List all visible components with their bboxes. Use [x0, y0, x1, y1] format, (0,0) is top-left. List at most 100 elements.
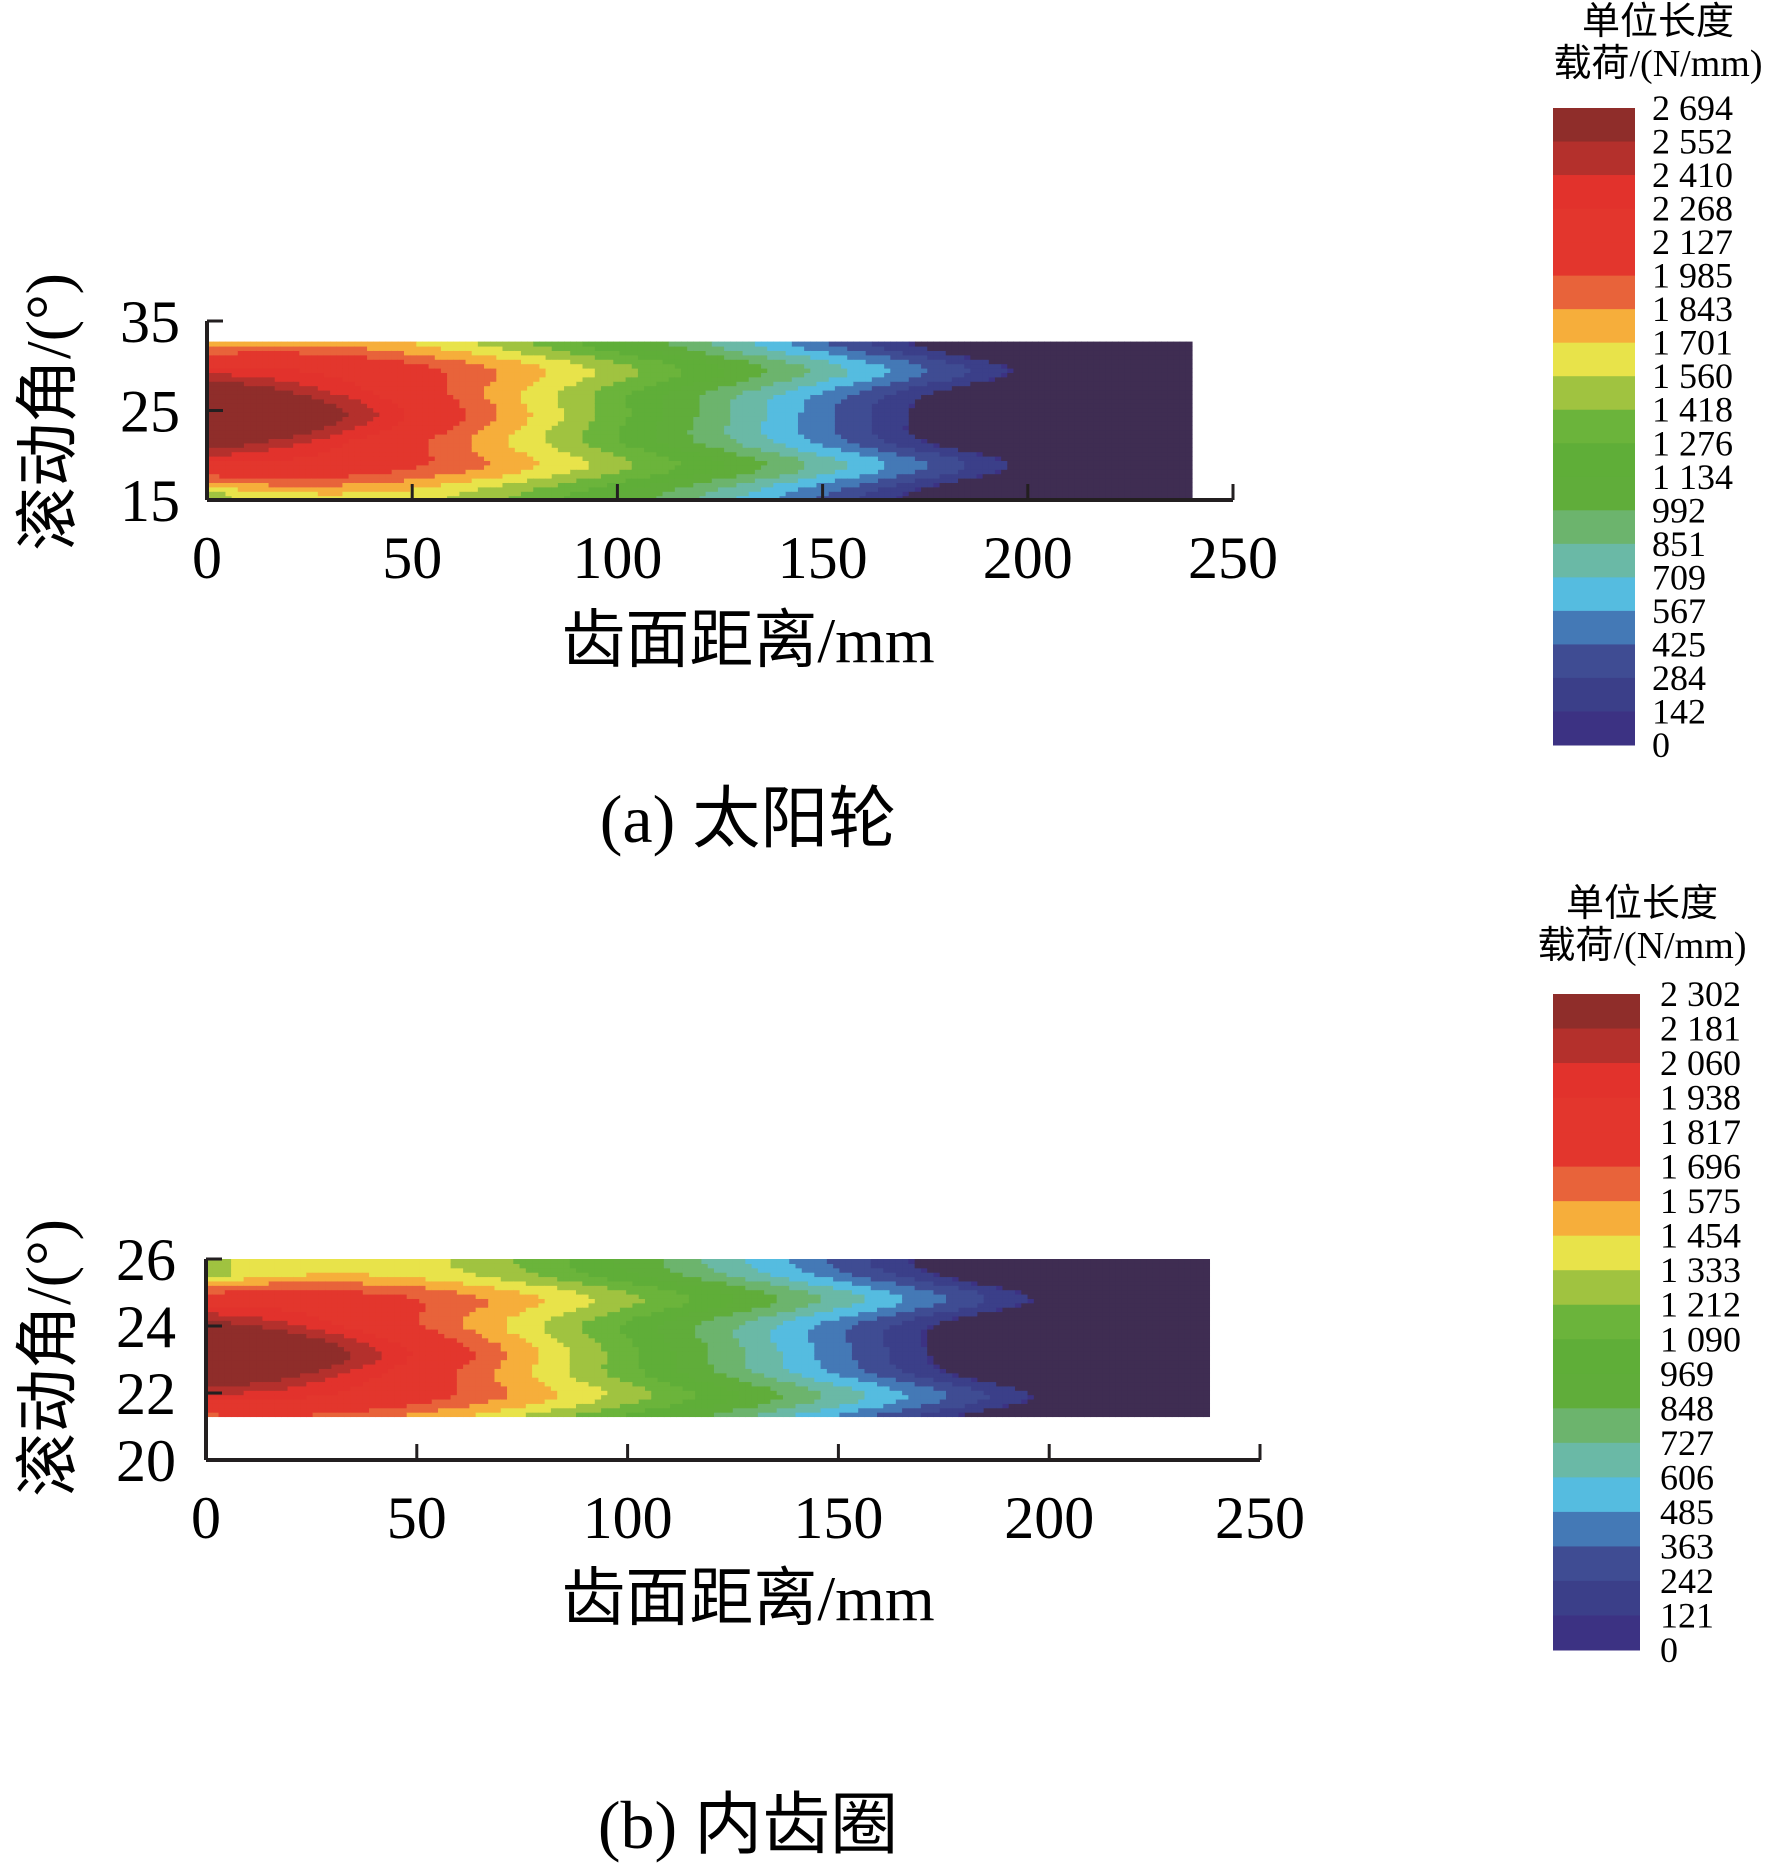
contour-cell [773, 491, 781, 497]
contour-cell [705, 486, 713, 492]
contour-cell [582, 345, 590, 351]
contour-cell [465, 411, 473, 417]
contour-cell [1019, 359, 1027, 365]
contour-cell [1007, 359, 1015, 365]
contour-cell [699, 473, 707, 479]
contour-cell [477, 464, 485, 470]
contour-cell [662, 403, 670, 409]
contour-cell [828, 464, 836, 470]
contour-cell [287, 385, 294, 391]
contour-cell [508, 381, 516, 387]
contour-cell [434, 389, 442, 395]
contour-cell [551, 491, 559, 497]
contour-cell [785, 407, 793, 413]
contour-cell [773, 354, 781, 360]
contour-cell [588, 451, 596, 457]
contour-cell [834, 451, 842, 457]
contour-cell [570, 394, 577, 400]
contour-cell [927, 367, 935, 373]
contour-cell [914, 491, 922, 497]
contour-cell [1050, 464, 1058, 470]
contour-cell [650, 464, 657, 470]
contour-cell [287, 451, 294, 457]
contour-cell [243, 460, 251, 466]
contour-cell [779, 473, 787, 479]
contour-cell [736, 367, 744, 373]
contour-cell [440, 491, 448, 497]
contour-cell [964, 354, 971, 360]
contour-cell [1044, 433, 1051, 439]
contour-cell [976, 372, 984, 378]
contour-cell [299, 451, 307, 457]
contour-cell [459, 350, 467, 356]
contour-cell [231, 394, 239, 400]
contour-cell [225, 447, 233, 453]
contour-cell [428, 376, 436, 382]
contour-cell [502, 460, 510, 466]
contour-cell [976, 486, 984, 492]
contour-cell [871, 442, 879, 448]
contour-cell [970, 438, 978, 444]
contour-cell [933, 376, 941, 382]
contour-cell [484, 403, 491, 409]
contour-cell [945, 407, 953, 413]
contour-cell [884, 482, 891, 488]
contour-cell [754, 350, 762, 356]
contour-cell [797, 367, 805, 373]
contour-cell [742, 407, 750, 413]
contour-cell [403, 376, 411, 382]
contour-cell [594, 433, 602, 439]
contour-cell [330, 486, 337, 492]
contour-cell [724, 381, 731, 387]
contour-cell [588, 469, 596, 475]
contour-cell [693, 464, 701, 470]
contour-cell [693, 411, 701, 417]
contour-cell [828, 359, 836, 365]
contour-cell [933, 482, 941, 488]
contour-cell [330, 460, 337, 466]
contour-cell [921, 350, 928, 356]
contour-cell [730, 350, 738, 356]
contour-cell [440, 407, 448, 413]
contour-cell [754, 425, 762, 431]
contour-cell [650, 398, 657, 404]
contour-cell [225, 451, 233, 457]
contour-cell [945, 403, 953, 409]
contour-cell [970, 389, 978, 395]
contour-cell [508, 407, 516, 413]
contour-cell [594, 473, 602, 479]
contour-cell [964, 350, 971, 356]
contour-cell [1038, 482, 1045, 488]
contour-cell [447, 438, 454, 444]
contour-cell [607, 398, 614, 404]
contour-cell [484, 438, 491, 444]
contour-cell [890, 425, 898, 431]
contour-cell [502, 442, 510, 448]
contour-cell [514, 385, 522, 391]
contour-cell [410, 394, 417, 400]
contour-cell [970, 491, 978, 497]
contour-cell [557, 389, 565, 395]
contour-cell [576, 359, 584, 365]
contour-cell [994, 469, 1002, 475]
contour-cell [287, 491, 294, 497]
contour-cell [711, 376, 719, 382]
contour-cell [484, 381, 491, 387]
contour-cell [945, 394, 953, 400]
contour-cell [317, 416, 325, 422]
contour-cell [681, 420, 688, 426]
contour-cell [1025, 429, 1033, 435]
contour-cell [859, 455, 867, 461]
contour-cell [865, 376, 873, 382]
contour-cell [693, 477, 701, 483]
contour-cell [871, 403, 879, 409]
contour-cell [650, 438, 657, 444]
contour-cell [484, 350, 491, 356]
contour-cell [237, 403, 245, 409]
contour-cell [674, 403, 682, 409]
contour-cell [705, 376, 713, 382]
contour-cell [557, 354, 565, 360]
contour-cell [367, 469, 374, 475]
contour-cell [311, 389, 319, 395]
contour-cell [1001, 398, 1008, 404]
